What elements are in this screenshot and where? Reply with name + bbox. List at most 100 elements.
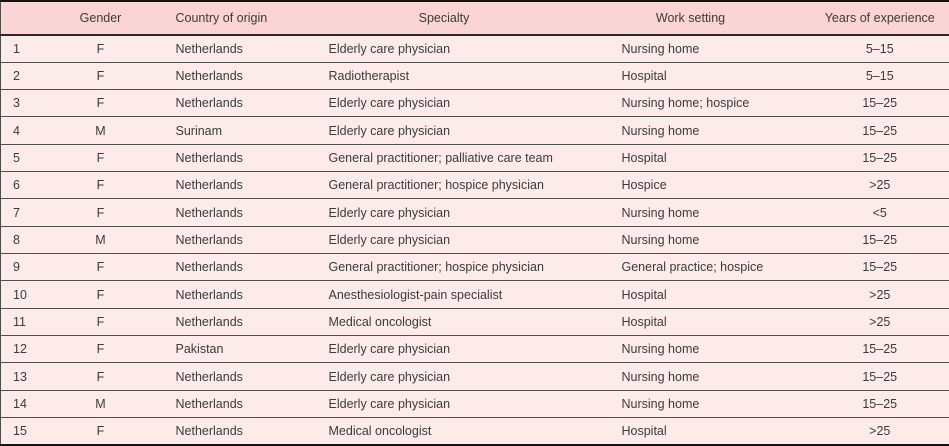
work-setting-cell: Nursing home: [570, 198, 811, 227]
table-row: 10 F Netherlands Anesthesiologist-pain spec…: [0, 280, 949, 309]
work-setting-cell: Nursing home: [570, 34, 811, 63]
gender-cell: M: [58, 116, 143, 145]
experience-cell: 15–25: [810, 253, 949, 281]
work-setting-cell: General practice; hospice: [570, 253, 811, 281]
country-cell: Netherlands: [142, 171, 318, 199]
country-cell: Netherlands: [142, 280, 318, 309]
gender-cell: F: [58, 280, 143, 309]
country-cell: Netherlands: [142, 198, 318, 227]
table-row: 11 F Netherlands Medical oncologist Hospital…: [0, 307, 949, 336]
experience-cell: 15–25: [810, 335, 949, 363]
specialty-cell: Elderly care physician: [317, 116, 571, 145]
column-header-work-setting: Work setting: [570, 1, 811, 36]
gender-cell: F: [58, 253, 143, 281]
experience-cell: 15–25: [810, 143, 949, 172]
country-cell: Netherlands: [142, 61, 318, 90]
work-setting-cell: Nursing home: [570, 389, 811, 418]
table-row: 2 F Netherlands Radiotherapist Hospital 5–15: [0, 61, 949, 90]
table-row: 6 F Netherlands General practitioner; hospi…: [0, 171, 949, 199]
country-cell: Netherlands: [142, 307, 318, 336]
work-setting-cell: Hospital: [570, 143, 811, 172]
id-cell: 1: [0, 34, 59, 63]
experience-cell: 15–25: [810, 389, 949, 418]
column-header-experience: Years of experience: [810, 1, 949, 36]
table-row: 3 F Netherlands Elderly care physician Nursi…: [0, 89, 949, 117]
experience-cell: 5–15: [810, 34, 949, 63]
specialty-cell: Elderly care physician: [317, 34, 571, 63]
gender-cell: M: [58, 225, 143, 254]
specialty-cell: Elderly care physician: [317, 335, 571, 363]
work-setting-cell: Hospital: [570, 307, 811, 336]
experience-cell: 15–25: [810, 225, 949, 254]
experience-cell: 15–25: [810, 362, 949, 391]
work-setting-cell: Hospital: [570, 61, 811, 90]
id-cell: 14: [0, 389, 59, 418]
specialty-cell: Elderly care physician: [317, 389, 571, 418]
gender-cell: F: [58, 335, 143, 363]
gender-cell: F: [58, 417, 143, 445]
column-header-country: Country of origin: [142, 1, 318, 36]
table-row: 12 F Pakistan Elderly care physician Nursing…: [0, 335, 949, 363]
gender-cell: F: [58, 362, 143, 391]
work-setting-cell: Nursing home; hospice: [570, 89, 811, 117]
table-header: Gender Country of origin Specialty Work …: [0, 1, 949, 36]
table-row: 4 M Surinam Elderly care physician Nursing h…: [0, 116, 949, 145]
specialty-cell: Anesthesiologist-pain specialist: [317, 280, 571, 309]
experience-cell: <5: [810, 198, 949, 227]
specialty-cell: General practitioner; hospice physician: [317, 253, 571, 281]
table-row: 13 F Netherlands Elderly care physician Nurs…: [0, 362, 949, 391]
specialty-cell: General practitioner; hospice physician: [317, 171, 571, 199]
country-cell: Netherlands: [142, 253, 318, 281]
experience-cell: >25: [810, 417, 949, 445]
work-setting-cell: Hospital: [570, 417, 811, 445]
id-cell: 15: [0, 417, 59, 445]
gender-cell: F: [58, 307, 143, 336]
id-cell: 12: [0, 335, 59, 363]
experience-cell: >25: [810, 171, 949, 199]
table-body: 1 F Netherlands Elderly care physician Nursi…: [0, 34, 949, 445]
specialty-cell: General practitioner; palliative care te…: [317, 143, 571, 172]
country-cell: Pakistan: [142, 335, 318, 363]
work-setting-cell: Hospice: [570, 171, 811, 199]
id-cell: 3: [0, 89, 59, 117]
gender-cell: F: [58, 34, 143, 63]
table-row: 8 M Netherlands Elderly care physician Nursi…: [0, 225, 949, 254]
work-setting-cell: Hospital: [570, 280, 811, 309]
experience-cell: >25: [810, 280, 949, 309]
column-header-specialty: Specialty: [317, 1, 571, 36]
country-cell: Netherlands: [142, 89, 318, 117]
country-cell: Netherlands: [142, 34, 318, 63]
experience-cell: >25: [810, 307, 949, 336]
column-header-gender: Gender: [58, 1, 143, 36]
table-row: 9 F Netherlands General practitioner; hospi…: [0, 253, 949, 281]
specialty-cell: Elderly care physician: [317, 362, 571, 391]
gender-cell: F: [58, 198, 143, 227]
column-header-id: [0, 1, 59, 36]
specialty-cell: Medical oncologist: [317, 417, 571, 445]
id-cell: 5: [0, 143, 59, 172]
experience-cell: 15–25: [810, 89, 949, 117]
experience-cell: 15–25: [810, 116, 949, 145]
id-cell: 4: [0, 116, 59, 145]
country-cell: Netherlands: [142, 225, 318, 254]
gender-cell: F: [58, 89, 143, 117]
specialty-cell: Elderly care physician: [317, 225, 571, 254]
work-setting-cell: Nursing home: [570, 225, 811, 254]
work-setting-cell: Nursing home: [570, 116, 811, 145]
gender-cell: M: [58, 389, 143, 418]
experience-cell: 5–15: [810, 61, 949, 90]
country-cell: Netherlands: [142, 389, 318, 418]
country-cell: Surinam: [142, 116, 318, 145]
work-setting-cell: Nursing home: [570, 362, 811, 391]
country-cell: Netherlands: [142, 362, 318, 391]
id-cell: 8: [0, 225, 59, 254]
table-row: 7 F Netherlands Elderly care physician Nursi…: [0, 198, 949, 227]
gender-cell: F: [58, 171, 143, 199]
gender-cell: F: [58, 61, 143, 90]
specialty-cell: Elderly care physician: [317, 89, 571, 117]
table-row: 14 M Netherlands Elderly care physician Nurs…: [0, 389, 949, 418]
id-cell: 11: [0, 307, 59, 336]
id-cell: 13: [0, 362, 59, 391]
work-setting-cell: Nursing home: [570, 335, 811, 363]
